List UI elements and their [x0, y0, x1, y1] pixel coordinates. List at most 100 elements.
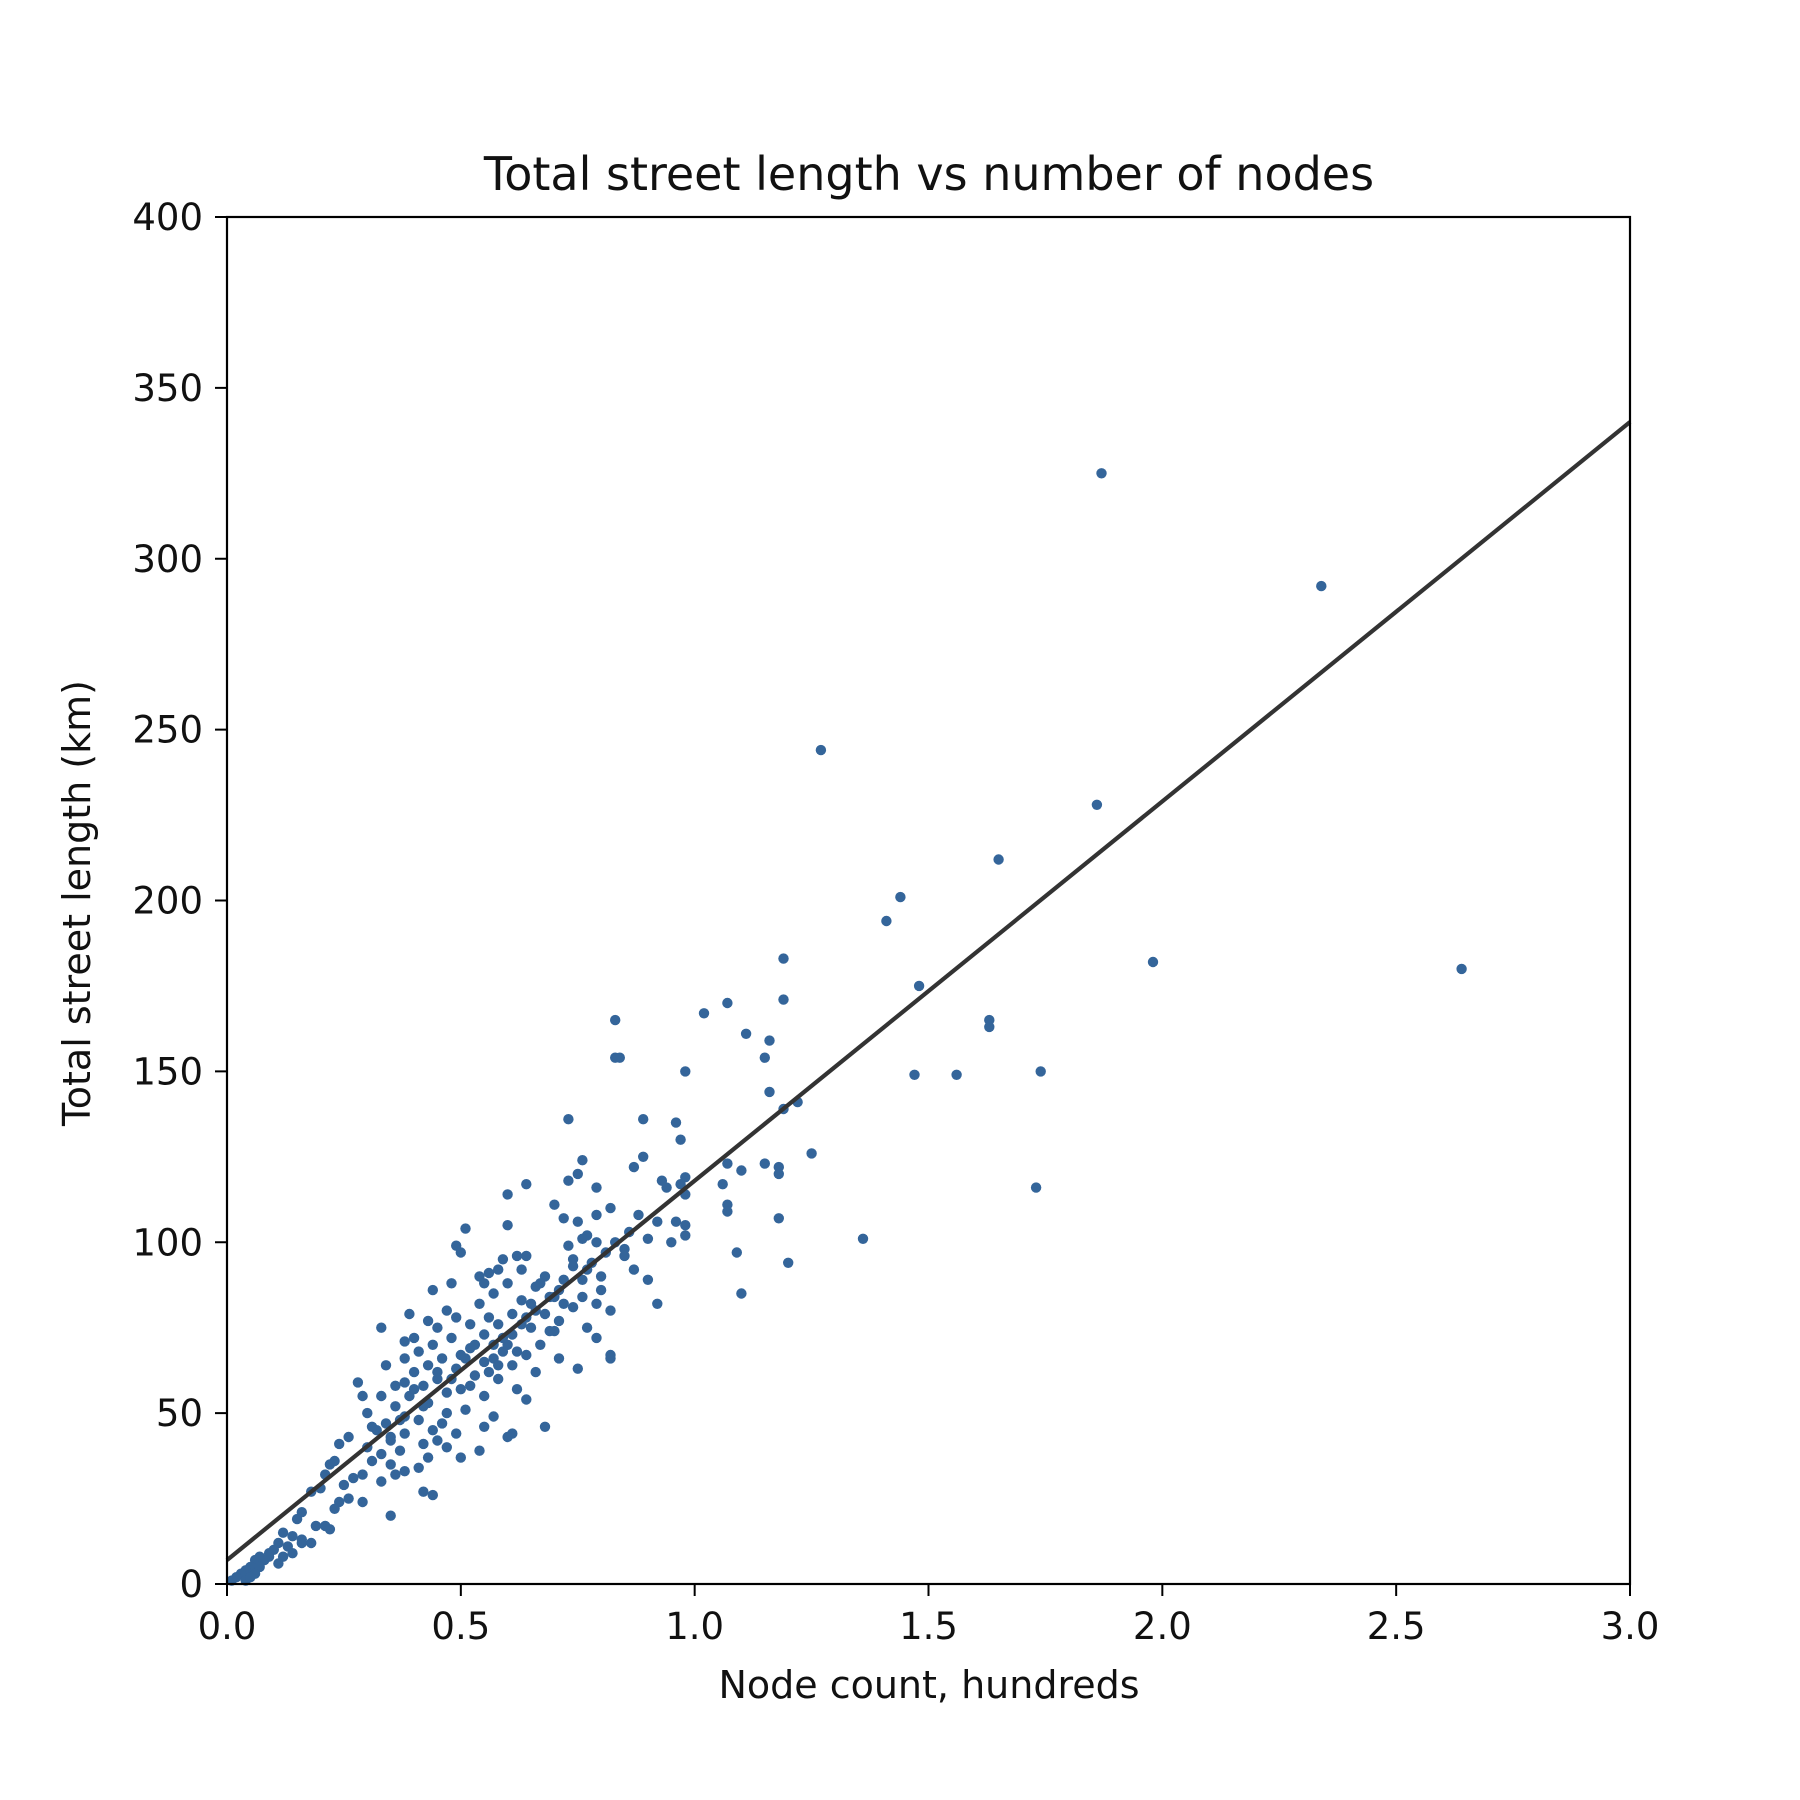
data-point [628, 1264, 640, 1275]
data-point [913, 980, 925, 992]
data-point [408, 1384, 420, 1395]
data-point [722, 1158, 733, 1169]
data-point [511, 1250, 523, 1262]
data-point [465, 1380, 476, 1392]
data-point [460, 1353, 471, 1364]
data-point [399, 1336, 410, 1347]
data-point [572, 1168, 583, 1180]
data-point [493, 1264, 504, 1275]
data-point [619, 1243, 630, 1255]
data-point [773, 1168, 784, 1180]
data-point [427, 1425, 438, 1436]
data-point [530, 1366, 541, 1378]
data-point [385, 1510, 396, 1521]
data-point [413, 1414, 424, 1426]
y-tick-label: 50 [156, 1392, 203, 1435]
data-point [427, 1284, 438, 1296]
data-point [717, 1179, 728, 1190]
data-point [577, 1155, 588, 1166]
data-point [591, 1182, 602, 1193]
data-point [399, 1466, 410, 1477]
data-point [422, 1360, 434, 1371]
data-point [432, 1322, 443, 1333]
data-point [577, 1291, 588, 1303]
data-point [329, 1503, 340, 1515]
data-point [338, 1479, 350, 1491]
data-point [670, 1216, 682, 1227]
data-point [287, 1531, 298, 1542]
data-point [591, 1298, 602, 1310]
data-point [1147, 956, 1159, 968]
data-point [680, 1220, 691, 1231]
data-point [427, 1489, 438, 1501]
x-axis-label: Node count, hundreds [718, 1663, 1139, 1707]
data-point [306, 1537, 317, 1549]
data-point [427, 1339, 438, 1351]
data-point [783, 1257, 794, 1269]
data-point [628, 1161, 640, 1173]
data-point [539, 1308, 551, 1320]
data-point [595, 1271, 607, 1282]
data-point [675, 1134, 686, 1145]
data-point [1096, 468, 1107, 479]
data-point [324, 1459, 336, 1470]
data-point [521, 1250, 532, 1262]
data-point [446, 1278, 457, 1289]
data-point [422, 1315, 434, 1327]
data-point [516, 1264, 527, 1275]
data-point [502, 1220, 513, 1231]
data-point [460, 1404, 471, 1415]
y-tick-label: 200 [132, 880, 203, 923]
data-point [479, 1421, 490, 1433]
data-point [352, 1377, 364, 1388]
data-point [418, 1486, 429, 1497]
data-point [666, 1237, 677, 1248]
data-point [273, 1558, 284, 1569]
x-tick-label: 3.0 [1601, 1605, 1660, 1648]
data-point [539, 1421, 551, 1433]
data-point [474, 1298, 485, 1310]
data-point [1030, 1182, 1042, 1193]
data-point [310, 1520, 322, 1532]
data-point [572, 1216, 583, 1227]
data-point [366, 1421, 378, 1433]
data-point [394, 1445, 406, 1456]
data-point [591, 1209, 602, 1221]
data-point [399, 1353, 410, 1364]
data-point [759, 1052, 770, 1063]
y-axis-label: Total street length (km) [55, 680, 99, 1127]
data-point [357, 1469, 368, 1480]
data-point [764, 1086, 775, 1098]
data-point [390, 1380, 401, 1392]
data-point [1091, 799, 1103, 810]
data-point [553, 1353, 565, 1364]
y-tick-label: 300 [132, 538, 203, 581]
data-point [493, 1319, 504, 1330]
data-point [483, 1366, 495, 1378]
data-point [376, 1476, 387, 1487]
data-point [366, 1455, 378, 1467]
data-point [390, 1469, 401, 1480]
data-point [507, 1308, 518, 1320]
data-point [614, 1052, 625, 1063]
data-point [558, 1213, 569, 1224]
data-point [670, 1117, 682, 1128]
data-point [296, 1534, 307, 1545]
data-point [1035, 1066, 1046, 1077]
data-point [581, 1322, 593, 1333]
data-point [479, 1278, 490, 1289]
data-point [516, 1295, 527, 1306]
data-point [497, 1254, 509, 1265]
data-point [324, 1524, 336, 1535]
data-point [1456, 963, 1467, 975]
data-point [558, 1298, 569, 1310]
data-point [521, 1179, 532, 1190]
data-point [525, 1322, 537, 1333]
data-point [413, 1346, 424, 1357]
data-point [638, 1114, 649, 1125]
data-point [441, 1407, 452, 1419]
data-point [380, 1360, 392, 1371]
data-point [857, 1233, 869, 1245]
data-point [605, 1202, 616, 1214]
